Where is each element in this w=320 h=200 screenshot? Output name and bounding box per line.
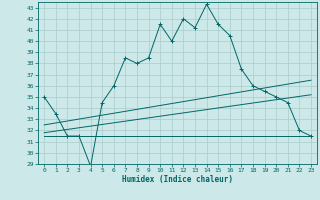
X-axis label: Humidex (Indice chaleur): Humidex (Indice chaleur) [122, 175, 233, 184]
